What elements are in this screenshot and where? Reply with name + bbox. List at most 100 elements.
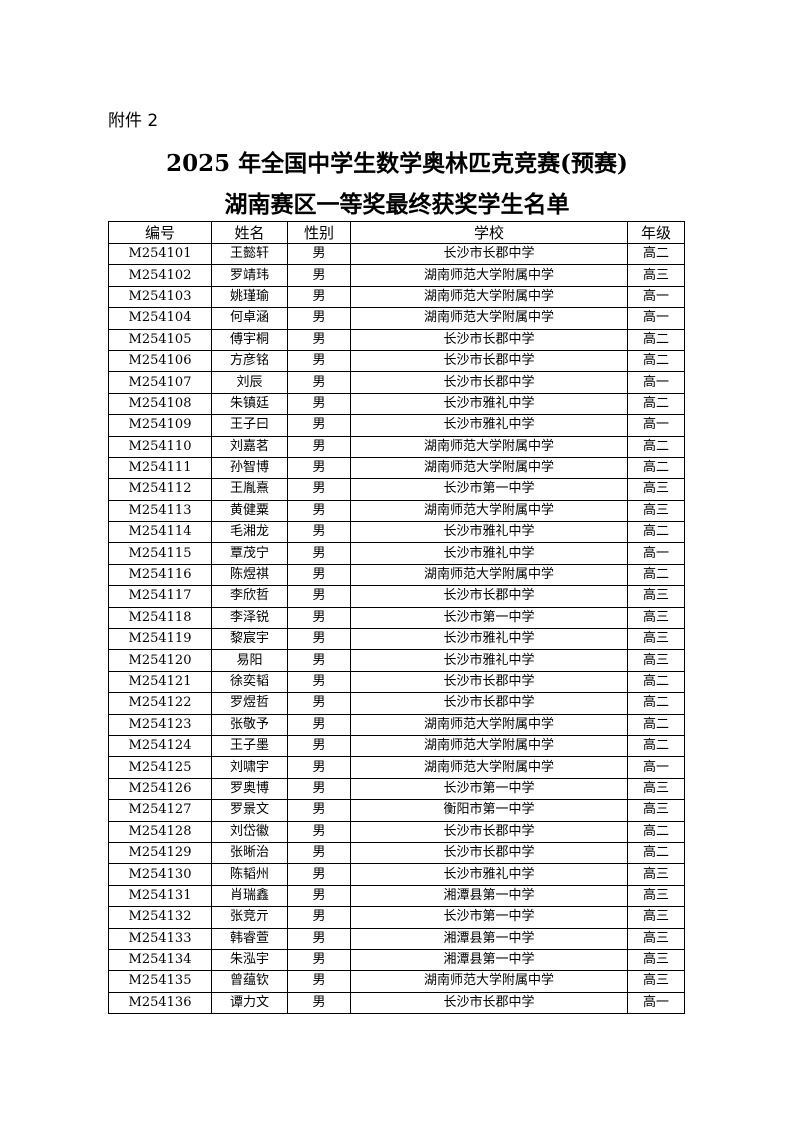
cell-id: M254136 (108, 991, 212, 1015)
cell-gender: 男 (287, 884, 351, 908)
cell-gender: 男 (287, 264, 351, 287)
cell-gender: 男 (287, 670, 351, 694)
table-row: M254101 王懿轩男长沙市长郡中学 高二 (108, 242, 685, 266)
table-row: M254109 王子曰男长沙市雅礼中学 高一 (108, 414, 685, 437)
cell-name: 张晰治 (211, 841, 288, 865)
table-row: M254127 罗景文男衡阳市第一中学 高三 (108, 799, 685, 822)
table-row: M254117 李欣哲男长沙市长郡中学 高三 (108, 585, 685, 608)
table-row: M254116 陈煜祺男湖南师范大学附属中学 高二 (108, 563, 685, 587)
cell-id: M254127 (108, 799, 212, 822)
cell-grade: 高二 (627, 328, 685, 351)
cell-school: 湖南师范大学附属中学 (350, 264, 628, 287)
cell-gender: 男 (287, 242, 351, 266)
cell-id: M254105 (108, 328, 212, 351)
cell-gender: 男 (287, 713, 351, 736)
cell-id: M254126 (108, 777, 212, 801)
cell-id: M254120 (108, 649, 212, 672)
cell-grade: 高三 (627, 927, 685, 950)
cell-school: 长沙市长郡中学 (350, 328, 628, 351)
cell-id: M254121 (108, 670, 212, 694)
cell-gender: 男 (287, 585, 351, 608)
cell-gender: 男 (287, 499, 351, 523)
cell-id: M254119 (108, 628, 212, 651)
cell-id: M254114 (108, 521, 212, 544)
cell-name: 朱镇廷 (211, 392, 288, 416)
table-row: M254111 孙智博男湖南师范大学附属中学 高二 (108, 456, 685, 480)
cell-id: M254103 (108, 285, 212, 309)
cell-school: 长沙市长郡中学 (350, 820, 628, 843)
cell-grade: 高一 (627, 542, 685, 565)
cell-grade: 高三 (627, 906, 685, 929)
cell-grade: 高二 (627, 435, 685, 458)
cell-gender: 男 (287, 328, 351, 351)
table-row: M254131 肖瑞鑫男湘潭县第一中学 高三 (108, 884, 685, 908)
cell-gender: 男 (287, 435, 351, 458)
table-row: M254107 刘辰男长沙市长郡中学 高一 (108, 371, 685, 394)
cell-name: 曾蕴钦 (211, 970, 288, 993)
cell-grade: 高二 (627, 456, 685, 480)
cell-grade: 高三 (627, 863, 685, 886)
cell-school: 湖南师范大学附属中学 (350, 435, 628, 458)
table-row: M254103 姚瑾瑜男湖南师范大学附属中学 高一 (108, 285, 685, 309)
cell-gender: 男 (287, 692, 351, 715)
cell-grade: 高二 (627, 521, 685, 544)
cell-grade: 高三 (627, 499, 685, 523)
table-row: M254121 徐奕韬男长沙市长郡中学 高二 (108, 670, 685, 694)
cell-name: 李泽锐 (211, 606, 288, 630)
table-row: M254128 刘岱徽男长沙市长郡中学 高二 (108, 820, 685, 843)
cell-gender: 男 (287, 734, 351, 758)
cell-gender: 男 (287, 991, 351, 1015)
cell-id: M254135 (108, 970, 212, 993)
header-grade: 年级 (627, 221, 685, 244)
attachment-label: 附件 2 (108, 111, 159, 131)
cell-school: 长沙市长郡中学 (350, 349, 628, 373)
cell-gender: 男 (287, 927, 351, 950)
cell-grade: 高二 (627, 242, 685, 266)
cell-id: M254109 (108, 414, 212, 437)
cell-school: 长沙市雅礼中学 (350, 542, 628, 565)
cell-grade: 高二 (627, 692, 685, 715)
cell-gender: 男 (287, 285, 351, 309)
cell-id: M254129 (108, 841, 212, 865)
cell-gender: 男 (287, 392, 351, 416)
cell-gender: 男 (287, 970, 351, 993)
table-row: M254124 王子墨男湖南师范大学附属中学 高二 (108, 734, 685, 758)
cell-id: M254116 (108, 563, 212, 587)
cell-gender: 男 (287, 628, 351, 651)
table-row: M254133 韩睿萱男湘潭县第一中学 高三 (108, 927, 685, 950)
cell-name: 李欣哲 (211, 585, 288, 608)
cell-gender: 男 (287, 948, 351, 972)
cell-gender: 男 (287, 606, 351, 630)
table-row: M254118 李泽锐男长沙市第一中学 高三 (108, 606, 685, 630)
cell-gender: 男 (287, 307, 351, 330)
cell-id: M254122 (108, 692, 212, 715)
cell-grade: 高一 (627, 756, 685, 779)
cell-school: 湖南师范大学附属中学 (350, 713, 628, 736)
table-row: M254113 黄健粟男湖南师范大学附属中学 高三 (108, 499, 685, 523)
cell-grade: 高三 (627, 628, 685, 651)
table-row: M254110 刘嘉茗男湖南师范大学附属中学 高二 (108, 435, 685, 458)
table-row: M254134 朱泓宇男湘潭县第一中学 高三 (108, 948, 685, 972)
header-school: 学校 (350, 221, 628, 244)
cell-school: 湖南师范大学附属中学 (350, 563, 628, 587)
header-gender: 性别 (287, 221, 351, 244)
cell-name: 黄健粟 (211, 499, 288, 523)
cell-gender: 男 (287, 521, 351, 544)
cell-grade: 高三 (627, 585, 685, 608)
cell-school: 湘潭县第一中学 (350, 948, 628, 972)
cell-school: 长沙市长郡中学 (350, 841, 628, 865)
cell-name: 方彦铭 (211, 349, 288, 373)
cell-grade: 高二 (627, 563, 685, 587)
cell-id: M254132 (108, 906, 212, 929)
cell-school: 湖南师范大学附属中学 (350, 756, 628, 779)
table-row: M254104 何卓涵男湖南师范大学附属中学 高一 (108, 307, 685, 330)
cell-id: M254134 (108, 948, 212, 972)
cell-name: 张敬予 (211, 713, 288, 736)
cell-id: M254101 (108, 242, 212, 266)
cell-grade: 高三 (627, 970, 685, 993)
document-subtitle: 湖南赛区一等奖最终获奖学生名单 (224, 191, 570, 218)
table-row: M254122 罗煜哲男长沙市长郡中学 高二 (108, 692, 685, 715)
cell-name: 刘辰 (211, 371, 288, 394)
cell-id: M254115 (108, 542, 212, 565)
cell-school: 长沙市雅礼中学 (350, 521, 628, 544)
